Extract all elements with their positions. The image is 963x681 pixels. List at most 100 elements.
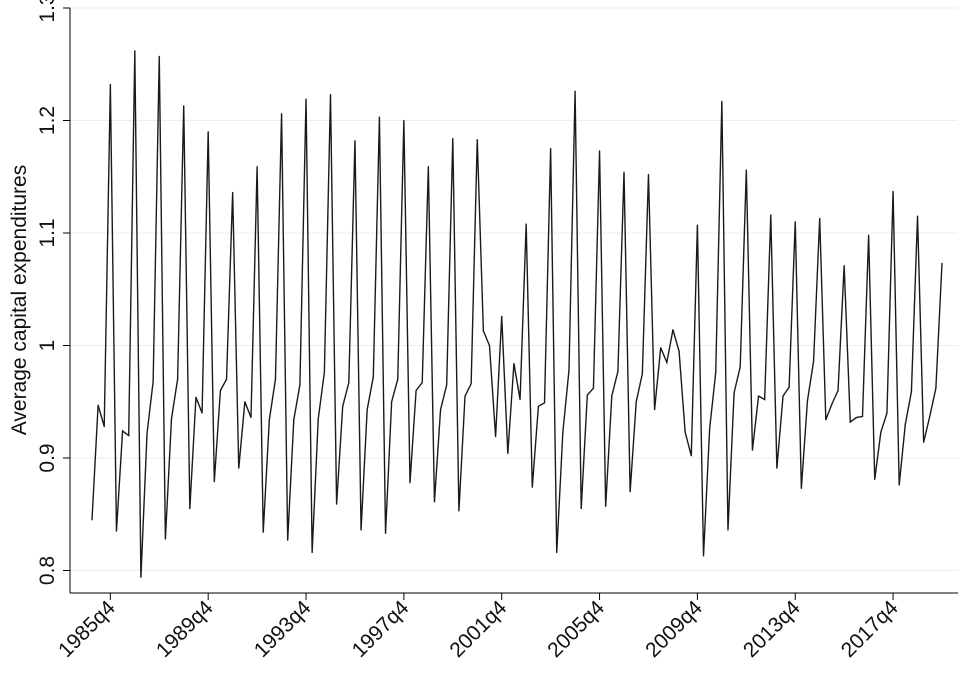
- data-point: [531, 486, 533, 488]
- data-point: [317, 418, 319, 420]
- data-point: [702, 555, 705, 557]
- data-point: [598, 150, 601, 152]
- data-point: [904, 423, 906, 425]
- data-point: [201, 412, 203, 414]
- data-point: [409, 482, 411, 484]
- data-point: [678, 350, 680, 352]
- data-point: [97, 404, 99, 406]
- data-point: [660, 347, 662, 349]
- data-point: [513, 362, 515, 365]
- data-point: [910, 391, 913, 393]
- data-point: [158, 55, 160, 57]
- x-tick-label: 2017q4: [837, 596, 903, 662]
- data-point: [421, 382, 423, 384]
- data-point: [378, 116, 381, 118]
- data-point: [207, 131, 209, 133]
- data-point: [672, 329, 674, 331]
- data-point: [170, 418, 173, 420]
- data-point: [427, 166, 429, 168]
- data-point: [519, 398, 521, 401]
- data-point: [336, 503, 338, 505]
- data-point: [843, 265, 845, 267]
- data-point: [837, 389, 839, 392]
- data-point: [495, 436, 497, 438]
- x-tick-label: 1993q4: [250, 596, 316, 662]
- data-point: [391, 401, 393, 403]
- data-point: [653, 409, 656, 411]
- data-point: [800, 487, 802, 489]
- data-point: [543, 402, 546, 404]
- data-point: [476, 139, 478, 141]
- data-point: [770, 214, 772, 216]
- x-tick-label: 2005q4: [543, 596, 609, 662]
- data-point: [152, 380, 154, 383]
- data-point: [189, 508, 191, 510]
- data-point: [329, 94, 332, 96]
- data-point: [690, 455, 692, 457]
- data-point: [299, 384, 301, 386]
- data-point: [647, 173, 650, 176]
- data-point: [825, 419, 827, 421]
- y-tick-label: 0.9: [36, 443, 59, 472]
- data-point: [280, 113, 283, 115]
- gridlines: [70, 7, 958, 571]
- data-point: [342, 405, 344, 407]
- data-point: [164, 538, 166, 540]
- data-point: [629, 491, 631, 493]
- data-point: [219, 389, 222, 392]
- data-point: [183, 105, 185, 107]
- data-point: [562, 431, 564, 433]
- data-point: [109, 83, 111, 86]
- data-point: [550, 148, 552, 150]
- series-line: [91, 50, 943, 578]
- data-point: [923, 441, 925, 443]
- data-point: [452, 137, 454, 140]
- data-point: [415, 389, 417, 392]
- data-point: [684, 431, 686, 433]
- data-point: [868, 234, 870, 236]
- data-point: [715, 371, 717, 374]
- data-point: [788, 386, 790, 388]
- data-point: [806, 400, 809, 402]
- data-point: [886, 412, 888, 414]
- data-point: [433, 501, 436, 503]
- data-point: [831, 403, 833, 405]
- y-tick-label: 1.2: [36, 106, 59, 135]
- data-point: [348, 382, 350, 384]
- y-tick-label: 1.3: [36, 0, 59, 23]
- data-point: [91, 519, 93, 521]
- data-point: [751, 449, 754, 451]
- data-point: [256, 166, 258, 168]
- data-point: [287, 539, 289, 541]
- x-tick-label: 1985q4: [54, 596, 120, 662]
- data-point: [134, 50, 136, 52]
- data-point: [537, 405, 540, 407]
- data-point: [103, 425, 105, 428]
- data-point: [764, 398, 766, 401]
- data-point: [128, 434, 130, 437]
- data-point: [641, 373, 643, 375]
- data-point: [819, 217, 821, 219]
- data-point: [464, 395, 466, 397]
- x-tick-label: 1997q4: [348, 596, 414, 662]
- data-point: [568, 369, 570, 371]
- data-point: [580, 508, 582, 510]
- data-point: [605, 505, 607, 507]
- data-point: [274, 378, 277, 380]
- data-point: [195, 396, 197, 398]
- data-point: [855, 416, 857, 419]
- y-axis-title: Average capital expenditures: [8, 165, 31, 435]
- y-axis: 0.8 0.9 1 1.1 1.2 1.3: [36, 0, 71, 593]
- data-point: [812, 360, 815, 362]
- data-point: [446, 384, 448, 386]
- data-point: [794, 221, 796, 223]
- data-point: [733, 392, 735, 394]
- data-point: [635, 401, 637, 403]
- data-point: [262, 531, 264, 533]
- data-point: [874, 478, 876, 480]
- data-point: [935, 387, 937, 389]
- data-point: [177, 378, 179, 380]
- data-point: [372, 376, 374, 378]
- data-point: [617, 370, 619, 372]
